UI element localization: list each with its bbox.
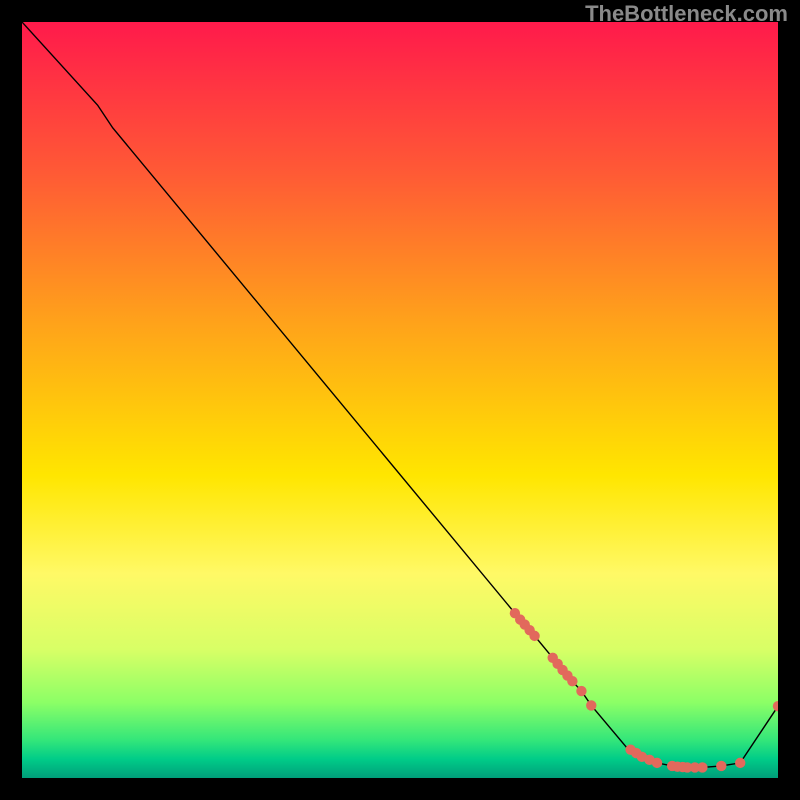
- data-marker: [576, 686, 586, 696]
- gradient-plot: [22, 22, 778, 778]
- data-marker: [697, 762, 707, 772]
- plot-background: [22, 22, 778, 778]
- stage: TheBottleneck.com: [0, 0, 800, 800]
- data-marker: [567, 676, 577, 686]
- data-marker: [652, 758, 662, 768]
- data-marker: [735, 758, 745, 768]
- data-marker: [716, 761, 726, 771]
- watermark-text: TheBottleneck.com: [585, 1, 788, 27]
- data-marker: [529, 631, 539, 641]
- data-marker: [586, 700, 596, 710]
